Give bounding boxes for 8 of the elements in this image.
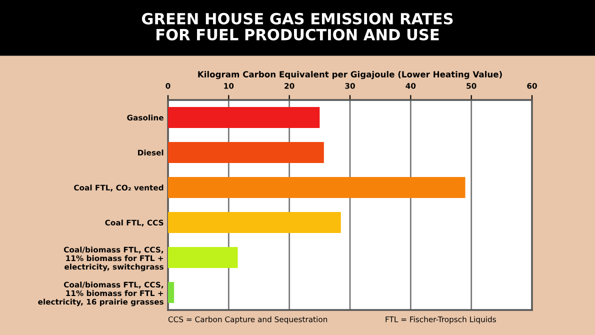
bar	[168, 247, 238, 268]
chart-title: GREEN HOUSE GAS EMISSION RATES FOR FUEL PRODUCTION AND USE	[142, 12, 453, 40]
bar	[168, 282, 174, 303]
bar	[168, 212, 341, 233]
bar	[168, 142, 324, 163]
bar	[168, 177, 466, 198]
x-axis-title: Kilogram Carbon Equivalent per Gigajoule (Lower Heating Value)	[198, 70, 502, 80]
bar	[168, 107, 320, 128]
